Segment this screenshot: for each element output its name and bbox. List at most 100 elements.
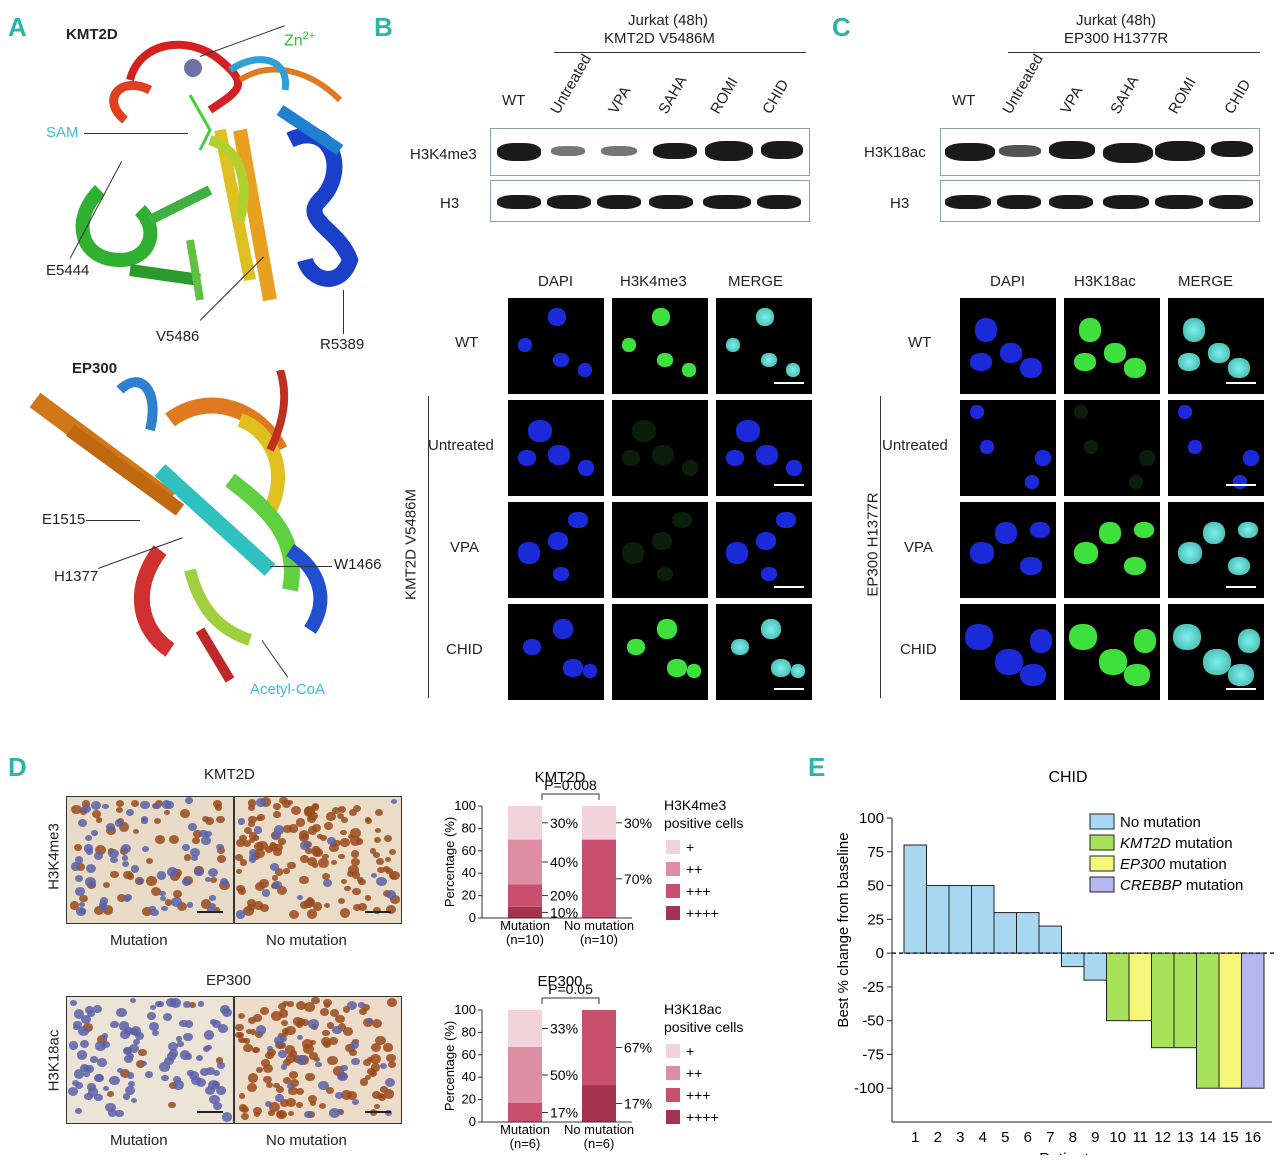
stained-nucleus [137,877,145,885]
stained-nucleus [145,1071,153,1078]
nucleus [970,405,984,419]
stained-nucleus [383,866,390,872]
waterfall-bar [1128,952,1152,1022]
stained-nucleus [273,811,281,818]
stained-nucleus [237,818,246,825]
stained-nucleus [218,1024,229,1033]
stained-nucleus [284,1045,296,1056]
stained-nucleus [142,907,152,916]
stained-nucleus [320,1007,330,1016]
stained-nucleus [309,1052,319,1061]
nucleus [627,639,645,655]
band [1049,141,1095,159]
y-tick-label: -75 [862,1046,884,1063]
stained-nucleus [255,1067,263,1074]
stained-nucleus [337,1071,348,1082]
x-tick-label: 9 [1091,1129,1099,1146]
percentage-label: 30% [624,815,652,831]
nucleus [682,363,696,377]
panel-label-a: A [8,12,27,42]
legend-label: EP300 mutation [1120,856,1227,873]
nucleus [1074,542,1098,564]
band [1103,195,1149,209]
sam-pointer [84,133,188,134]
stained-nucleus [91,801,102,811]
nucleus [1238,522,1258,538]
percentage-label: 70% [624,871,652,887]
stained-nucleus [235,1023,244,1031]
nucleus [548,532,568,550]
stained-nucleus [150,886,162,897]
stained-nucleus [119,1068,131,1078]
c-blot-h3 [940,180,1260,222]
stained-nucleus [110,1020,119,1029]
c-lane-chid: CHID [1221,76,1255,117]
stained-nucleus [71,804,82,815]
stained-nucleus [390,895,400,905]
stained-nucleus [129,1028,138,1036]
stained-nucleus [295,818,305,827]
stained-nucleus [326,812,336,821]
panel-label-c: C [832,12,851,42]
stained-nucleus [87,1083,96,1091]
c-header-line2: EP300 H1377R [1064,30,1169,47]
stained-nucleus [287,861,297,870]
legend-label: + [686,1043,694,1059]
d-title-kmt2d: KMT2D [204,766,255,783]
stained-nucleus [173,890,182,898]
stained-nucleus [307,1094,317,1103]
stained-nucleus [322,1029,330,1037]
stained-nucleus [376,866,385,874]
stained-nucleus [327,837,337,846]
stained-nucleus [200,899,212,910]
nucleus [1228,358,1250,378]
stained-nucleus [87,1087,99,1098]
b-blot-h3 [490,180,810,222]
stained-nucleus [299,841,310,851]
stained-nucleus [387,1060,396,1068]
stained-nucleus [283,868,290,874]
stained-nucleus [149,1022,160,1031]
stained-nucleus [235,910,245,919]
nucleus [1238,629,1260,653]
stained-nucleus [306,856,318,867]
stained-nucleus [215,1057,224,1064]
stained-nucleus [212,1102,222,1111]
sam-label: SAM [46,124,79,141]
stained-nucleus [260,1006,270,1016]
stained-nucleus [128,1043,140,1054]
y-tick-label: 100 [454,1002,476,1017]
stained-nucleus [160,905,168,912]
stained-nucleus [299,875,309,885]
x-tick-label: 6 [1024,1129,1032,1146]
nucleus [1099,649,1127,675]
stained-nucleus [359,1078,369,1086]
nucleus [1124,358,1146,378]
band [945,195,991,209]
stained-nucleus [102,881,111,889]
x-tick-label: 10 [1109,1129,1126,1146]
stained-nucleus [182,1000,191,1008]
stained-nucleus [260,1059,270,1068]
stained-nucleus [323,902,331,909]
stained-nucleus [339,838,350,848]
legend-label: +++ [686,883,711,899]
stained-nucleus [79,1039,90,1048]
stained-nucleus [73,1069,85,1080]
nucleus [761,619,781,639]
if-image [612,502,708,598]
x-tick-label: 12 [1154,1129,1171,1146]
band [945,143,995,161]
waterfall-bar [948,885,972,954]
stained-nucleus [122,861,130,868]
if-image [716,604,812,700]
stained-nucleus [303,1001,315,1012]
stained-nucleus [282,1031,289,1037]
nucleus [548,445,570,465]
stained-nucleus [247,904,255,911]
band [547,195,591,209]
stained-nucleus [235,1032,243,1039]
stained-nucleus [371,1043,382,1053]
stained-nucleus [348,834,355,840]
stained-nucleus [329,1108,341,1118]
